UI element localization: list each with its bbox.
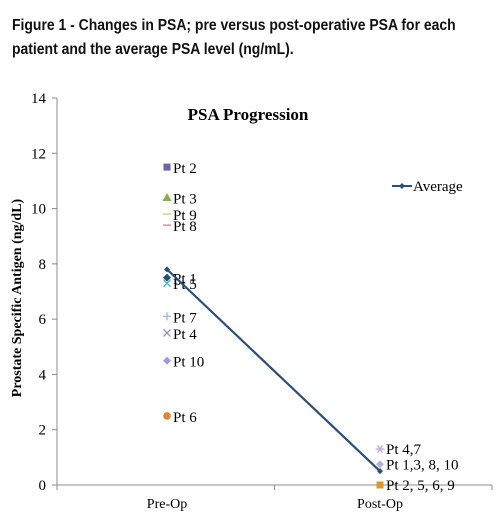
legend-marker [399, 183, 405, 189]
post-op-point-label: Pt 2, 5, 6, 9 [386, 478, 455, 494]
post-op-point [375, 444, 385, 454]
x-tick-label: Post-Op [357, 497, 403, 512]
pre-op-point-label: Pt 8 [173, 219, 197, 235]
y-tick-label: 6 [39, 312, 47, 328]
pre-op-point [163, 279, 171, 288]
post-op-point-label: Pt 1,3, 8, 10 [386, 457, 459, 473]
pre-op-point [163, 163, 171, 171]
average-point [164, 266, 170, 273]
y-axis-label: Prostate Specific Antigen (ng/dL) [10, 198, 25, 397]
legend-label: Average [413, 179, 463, 195]
post-op-point [376, 481, 384, 489]
marker-shape [163, 356, 171, 365]
y-tick-label: 0 [39, 478, 47, 494]
pre-op-point [163, 412, 171, 420]
pre-op-point [163, 312, 171, 321]
pre-op-point-label: Pt 7 [173, 310, 197, 326]
post-op-point [376, 460, 384, 469]
y-tick-label: 8 [39, 257, 47, 273]
pre-op-point [163, 273, 171, 282]
marker-shape [163, 412, 171, 420]
pre-op-point-label: Pt 4 [173, 327, 197, 343]
y-tick-label: 14 [31, 91, 47, 107]
pre-op-point-label: Pt 10 [173, 355, 204, 371]
x-tick-label: Pre-Op [147, 497, 187, 512]
legend: Average [392, 179, 463, 195]
pre-op-point-label: Pt 6 [173, 410, 197, 426]
y-tick-label: 2 [39, 423, 47, 439]
marker-shape [377, 444, 383, 454]
marker-shape [376, 460, 384, 469]
marker-shape [163, 163, 171, 171]
chart-title: PSA Progression [188, 105, 309, 124]
figure-caption-line-2: patient and the average PSA level (ng/mL… [12, 41, 294, 58]
y-tick-label: 10 [31, 202, 46, 218]
average-line [166, 268, 381, 472]
marker-shape [163, 329, 171, 337]
pre-op-point-label: Pt 3 [173, 192, 197, 208]
figure-caption: Figure 1 - Changes in PSA; pre versus po… [12, 14, 456, 62]
marker-shape [163, 273, 171, 282]
chart-marks: Pt 2Pt 3Pt 9Pt 8Pt 1Pt 5Pt 7Pt 4Pt 10Pt … [162, 161, 459, 494]
average-point [377, 468, 383, 475]
pre-op-point-label: Pt 9 [173, 208, 197, 224]
pre-op-point-label: Pt 1 [173, 272, 197, 288]
marker-shape [163, 279, 171, 288]
figure-caption-line-1: Figure 1 - Changes in PSA; pre versus po… [12, 17, 456, 34]
pre-op-point [162, 193, 172, 202]
marker-shape [162, 193, 172, 202]
axes: 0 2 4 6 8 10 12 14 Pre-Op Post-Op [31, 91, 493, 512]
pre-op-point [163, 356, 171, 365]
y-tick-label: 12 [31, 146, 46, 162]
y-tick-label: 4 [39, 367, 47, 383]
marker-shape [376, 481, 384, 489]
post-op-point-label: Pt 4,7 [386, 442, 422, 458]
pre-op-point [163, 329, 171, 337]
pre-op-point-label: Pt 2 [173, 161, 197, 177]
